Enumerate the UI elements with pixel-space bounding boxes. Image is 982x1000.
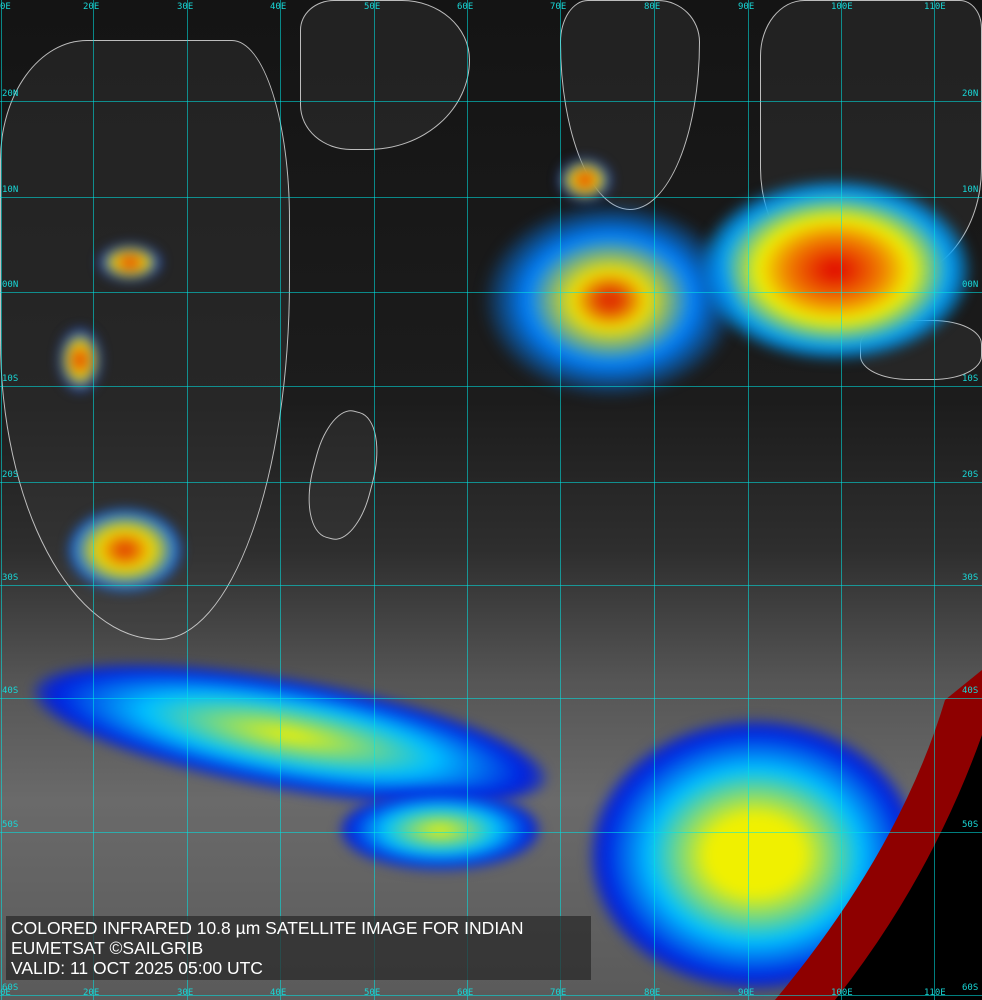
latitude-label-right: 40S [962,686,979,696]
latitude-label-left: 40S [2,686,19,696]
longitude-label-top: 80E [644,2,661,12]
latitude-label-left: 00N [2,280,19,290]
longitude-line [560,0,561,1000]
latitude-label-right: 20S [962,470,979,480]
longitude-label-top: 30E [177,2,194,12]
latitude-line [0,482,982,483]
longitude-label-bottom: 20E [83,988,100,998]
latitude-label-right: 60S [962,983,979,993]
longitude-line [748,0,749,1000]
latitude-label-right: 20N [962,89,979,99]
latitude-line [0,585,982,586]
latitude-label-left: 50S [2,820,19,830]
cloud-equatorial [480,200,740,400]
longitude-label-bottom: 110E [924,988,946,998]
latitude-label-left: 10S [2,374,19,384]
longitude-label-bottom: 80E [644,988,661,998]
longitude-line [654,0,655,1000]
latitude-line [0,386,982,387]
longitude-line [934,0,935,1000]
latitude-line [0,197,982,198]
image-caption: COLORED INFRARED 10.8 µm SATELLITE IMAGE… [6,916,591,980]
latitude-label-left: 30S [2,573,19,583]
caption-source: EUMETSAT ©SAILGRIB [11,938,204,958]
latitude-label-left: 20N [2,89,19,99]
longitude-label-bottom: 30E [177,988,194,998]
longitude-line [280,0,281,1000]
caption-valid-time: VALID: 11 OCT 2025 05:00 UTC [11,958,263,978]
longitude-label-top: 70E [550,2,567,12]
longitude-label-bottom: 90E [738,988,755,998]
longitude-label-bottom: 0E [0,988,11,998]
latitude-line [0,101,982,102]
longitude-line [374,0,375,1000]
latitude-label-right: 10S [962,374,979,384]
cloud-southern-band-2 [340,790,540,870]
longitude-label-bottom: 60E [457,988,474,998]
longitude-label-top: 110E [924,2,946,12]
longitude-label-top: 0E [0,2,11,12]
latitude-label-left: 20S [2,470,19,480]
longitude-line [187,0,188,1000]
longitude-label-bottom: 70E [550,988,567,998]
longitude-label-top: 20E [83,2,100,12]
latitude-label-left: 60S [2,983,19,993]
cloud-africa-central [100,245,160,280]
latitude-line [0,698,982,699]
longitude-label-top: 40E [270,2,287,12]
longitude-label-bottom: 40E [270,988,287,998]
cloud-africa-south [70,510,180,590]
space-background [835,735,982,1000]
longitude-label-top: 100E [831,2,853,12]
latitude-line [0,995,982,996]
longitude-label-top: 90E [738,2,755,12]
latitude-line [0,292,982,293]
latitude-label-left: 10N [2,185,19,195]
longitude-line [467,0,468,1000]
latitude-label-right: 30S [962,573,979,583]
longitude-line [841,0,842,1000]
latitude-label-right: 10N [962,185,979,195]
cloud-india [560,160,610,200]
longitude-label-top: 60E [457,2,474,12]
latitude-line [0,832,982,833]
latitude-label-right: 00N [962,280,979,290]
longitude-label-bottom: 100E [831,988,853,998]
longitude-label-bottom: 50E [364,988,381,998]
longitude-line [1,0,2,1000]
longitude-label-top: 50E [364,2,381,12]
longitude-line [93,0,94,1000]
latitude-label-right: 50S [962,820,979,830]
cloud-bay-of-bengal [700,180,970,360]
caption-title: COLORED INFRARED 10.8 µm SATELLITE IMAGE… [11,918,524,938]
